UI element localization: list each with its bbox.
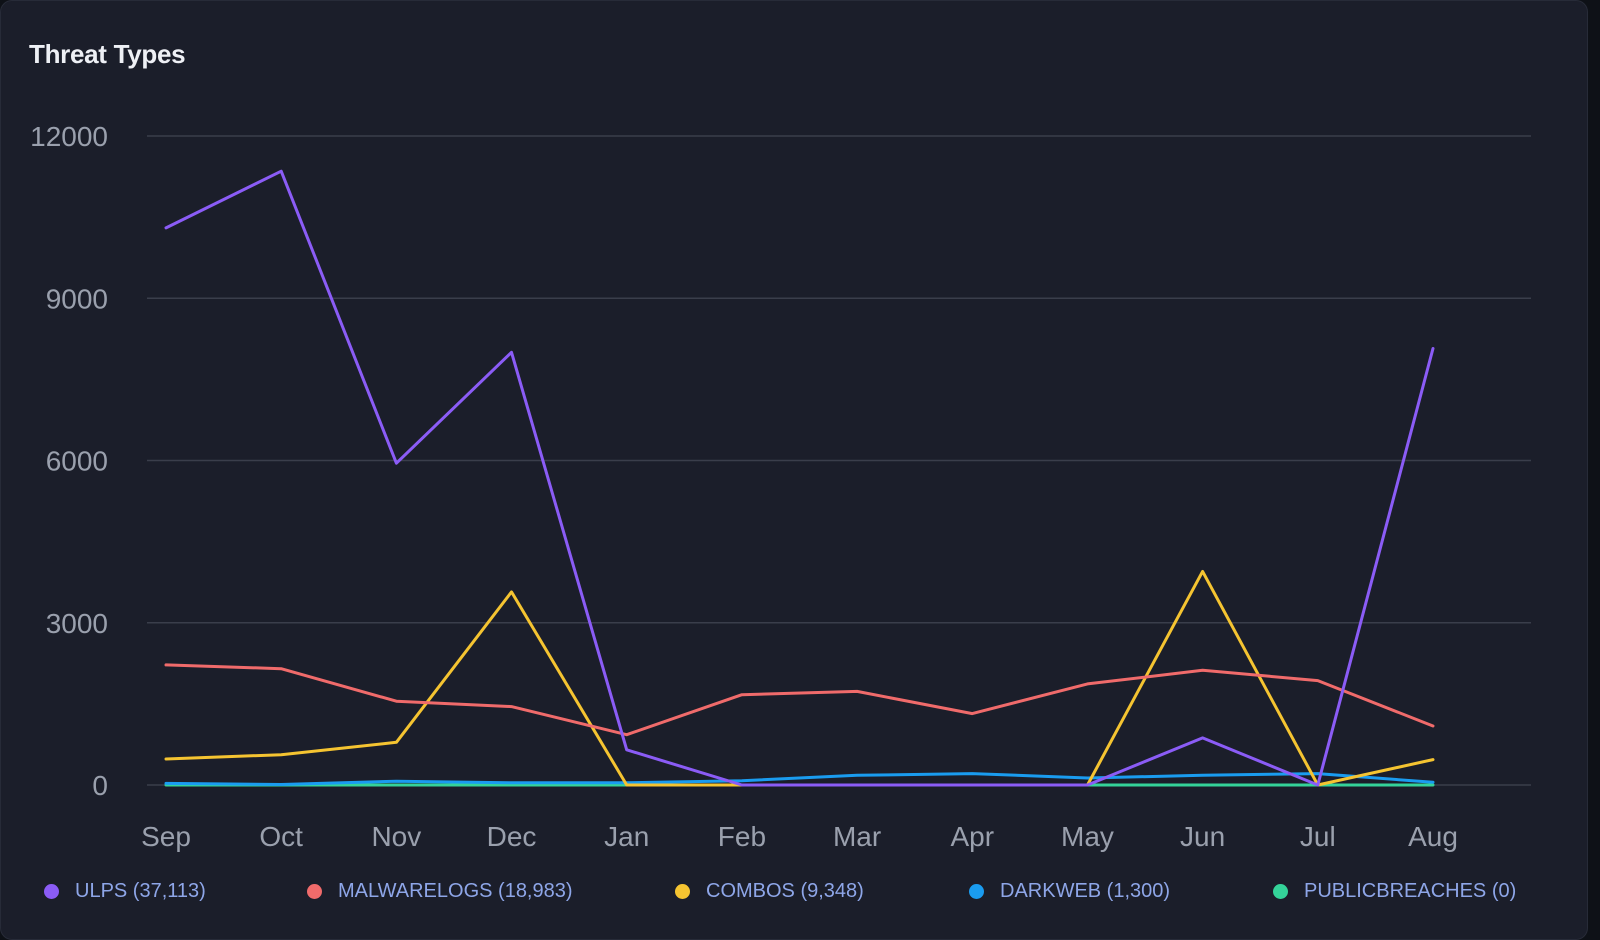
legend-swatch — [675, 883, 690, 899]
panel-title: Threat Types — [29, 39, 186, 69]
series-line-ulps — [164, 169, 1435, 787]
x-tick-label: Jul — [1300, 821, 1336, 852]
x-tick-label: Sep — [141, 821, 191, 852]
y-tick-label: 9000 — [46, 283, 108, 314]
series-line-malwarelogs — [164, 663, 1435, 737]
y-tick-label: 12000 — [30, 121, 108, 152]
x-tick-label: Apr — [950, 821, 994, 852]
x-tick-label: Oct — [259, 821, 303, 852]
y-tick-label: 6000 — [46, 446, 108, 477]
x-tick-label: Jan — [604, 821, 649, 852]
legend-swatch — [1273, 883, 1288, 899]
x-tick-label: Dec — [487, 821, 537, 852]
legend-swatch — [307, 883, 322, 899]
legend-item-ulps[interactable]: ULPS (37,113) — [44, 876, 206, 906]
x-tick-label: May — [1061, 821, 1114, 852]
series-line-darkweb — [164, 772, 1435, 786]
y-tick-label: 3000 — [46, 608, 108, 639]
legend-label: DARKWEB (1,300) — [1000, 879, 1171, 902]
x-tick-label: Mar — [833, 821, 881, 852]
chart-grid — [147, 135, 1531, 786]
x-tick-label: Aug — [1408, 821, 1458, 852]
x-tick-label: Nov — [371, 821, 421, 852]
legend-swatch — [969, 883, 984, 899]
legend-item-combos[interactable]: COMBOS (9,348) — [675, 876, 864, 906]
y-tick-label: 0 — [92, 770, 108, 801]
legend-label: COMBOS (9,348) — [706, 879, 864, 902]
legend-item-publicbreaches[interactable]: PUBLICBREACHES (0) — [1273, 876, 1516, 906]
legend-label: MALWARELOGS (18,983) — [338, 879, 573, 902]
x-tick-label: Feb — [718, 821, 766, 852]
legend-label: ULPS (37,113) — [75, 879, 206, 902]
x-axis-ticks: Sep Oct Nov Dec Jan Feb Mar Apr May Jun Jul Aug — [141, 821, 1458, 852]
legend-item-darkweb[interactable]: DARKWEB (1,300) — [969, 876, 1170, 906]
legend-swatch — [44, 883, 59, 899]
y-axis-ticks: 0 3000 6000 9000 12000 — [30, 121, 108, 801]
chart-series — [164, 169, 1435, 787]
legend-item-malwarelogs[interactable]: MALWARELOGS (18,983) — [307, 876, 573, 906]
legend-label: PUBLICBREACHES (0) — [1304, 879, 1517, 902]
x-tick-label: Jun — [1180, 821, 1225, 852]
